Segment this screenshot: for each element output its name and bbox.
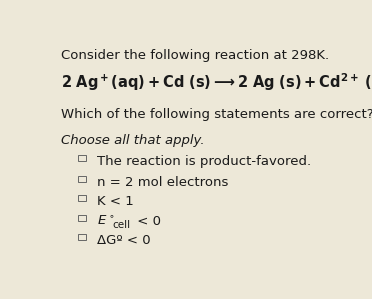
- Text: Choose all that apply.: Choose all that apply.: [61, 134, 205, 147]
- Text: $E^\circ$: $E^\circ$: [97, 215, 114, 228]
- Text: ΔGº < 0: ΔGº < 0: [97, 234, 151, 247]
- Text: n = 2 mol electrons: n = 2 mol electrons: [97, 176, 228, 189]
- Text: The reaction is product-favored.: The reaction is product-favored.: [97, 155, 311, 168]
- Text: $\bf{2\ Ag^+(aq) + Cd\ (s) \longrightarrow 2\ Ag\ (s) + Cd^{2+}\ (aq)}$: $\bf{2\ Ag^+(aq) + Cd\ (s) \longrightarr…: [61, 71, 372, 93]
- Text: Consider the following reaction at 298K.: Consider the following reaction at 298K.: [61, 48, 329, 62]
- Text: cell: cell: [112, 219, 130, 230]
- Text: Which of the following statements are correct?: Which of the following statements are co…: [61, 109, 372, 121]
- Text: < 0: < 0: [133, 215, 161, 228]
- Text: K < 1: K < 1: [97, 195, 134, 208]
